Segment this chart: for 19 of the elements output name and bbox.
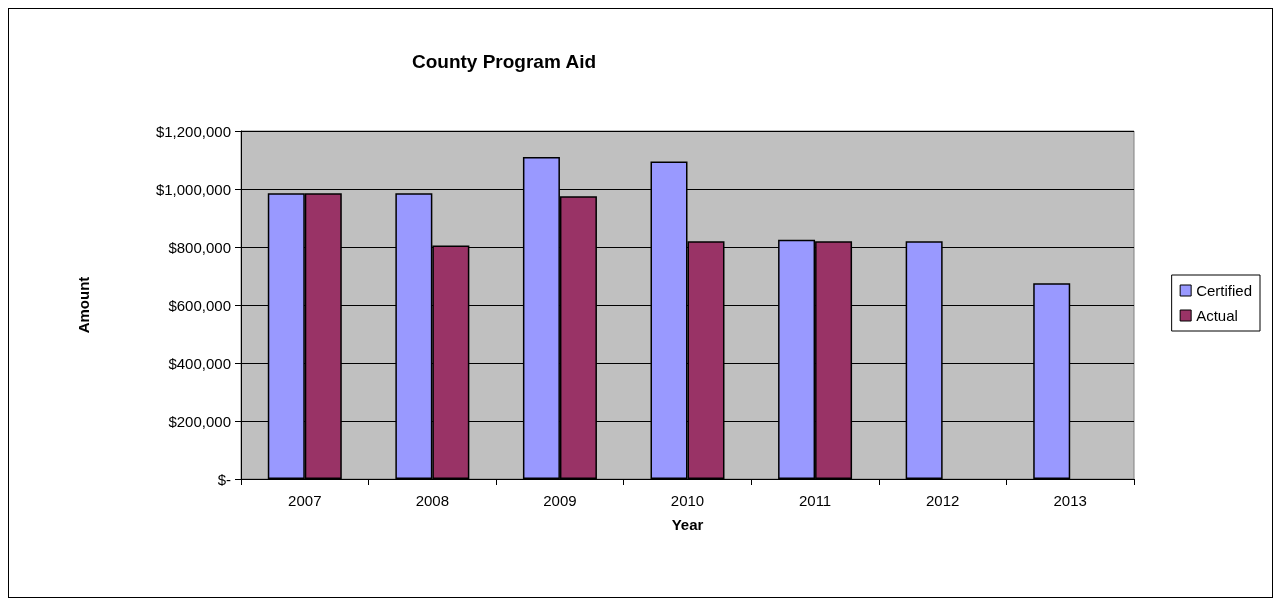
x-tick-label: 2010 [670, 492, 705, 509]
y-tick-label: $- [217, 470, 231, 488]
y-tick-label: $200,000 [168, 412, 231, 430]
legend-label: Certified [1196, 282, 1252, 299]
y-axis-title: Amount [75, 276, 92, 334]
y-tick-label: $1,000,000 [155, 180, 231, 198]
y-tick-label: $800,000 [168, 238, 231, 256]
x-tick-label: 2009 [543, 492, 577, 509]
x-tick-label: 2011 [798, 492, 832, 509]
x-axis-title: Year [671, 516, 704, 533]
x-tick-label: 2008 [415, 492, 450, 509]
y-tick-label: $600,000 [168, 296, 231, 314]
y-tick-label: $1,200,000 [155, 122, 231, 140]
x-tick-label: 2007 [288, 492, 322, 509]
y-tick-label: $400,000 [168, 354, 231, 372]
x-tick-label: 2013 [1053, 492, 1087, 509]
legend-label: Actual [1196, 307, 1238, 324]
x-tick-label: 2012 [925, 492, 960, 509]
chart-title: County Program Aid [411, 51, 597, 72]
